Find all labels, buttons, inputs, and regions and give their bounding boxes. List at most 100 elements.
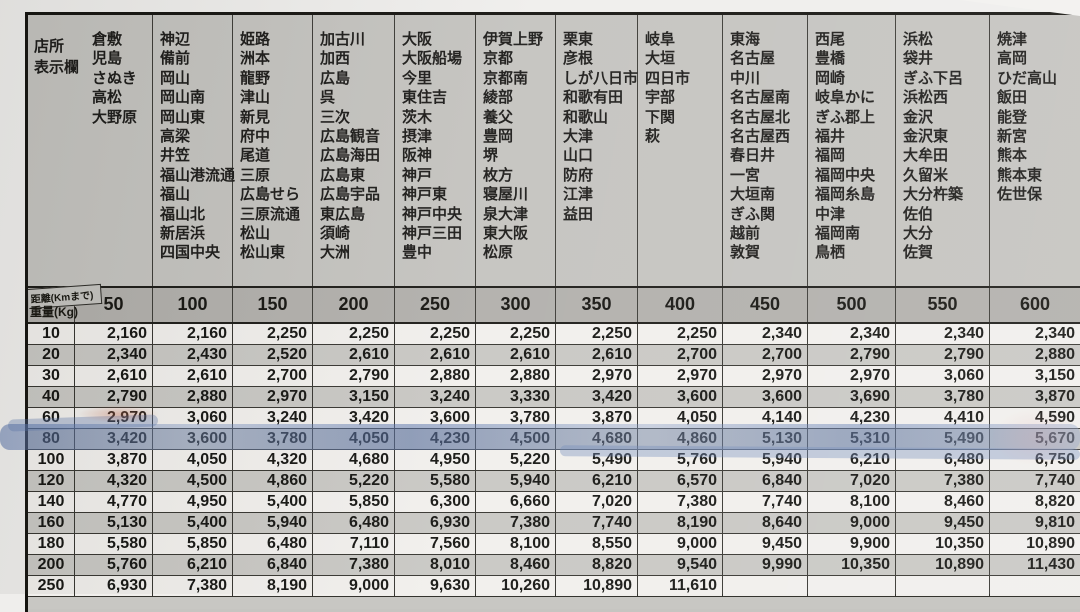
rate-cell: 2,250	[638, 324, 723, 344]
rate-cell: 2,880	[395, 366, 476, 386]
station-name: 福山北	[160, 205, 206, 223]
rate-cell: 5,490	[556, 450, 638, 470]
rate-cell: 5,130	[75, 513, 153, 533]
weight-cell: 140	[28, 492, 75, 512]
rate-cell: 9,810	[1034, 514, 1075, 531]
rate-cell: 3,420	[556, 387, 638, 407]
rate-cell: 2,160	[75, 324, 153, 344]
station-name: 神戸東	[402, 186, 448, 204]
rate-cell: 2,970	[808, 366, 896, 386]
rate-cell: 4,590	[1034, 409, 1075, 426]
rate-cell: 6,660	[476, 492, 556, 512]
clipped-next-row	[28, 597, 1080, 609]
station-list: 岐阜 大垣 四日市 宇部 下関萩	[645, 30, 722, 146]
rate-cell: 5,490	[896, 429, 990, 449]
zone-cell: 大阪 大阪船場 今里 東住吉 茨木 摂津 阪神 神戸 神戸東 神戸中央 神戸三田 豊中	[395, 15, 476, 286]
corner-header-cell: 距離(Kmまで) 重量(Kg)	[28, 283, 103, 322]
rate-cell: 7,380	[896, 471, 990, 491]
rate-cell: 5,580	[75, 534, 153, 554]
station-name: 高松	[92, 89, 123, 107]
zone-cell: 栗東 彦根 しが八日市 和歌有田 和歌山 大津 山口 防府 江津 益田	[556, 15, 638, 286]
station-name: 焼津	[997, 31, 1028, 48]
station-name: 飯田	[997, 89, 1028, 107]
station-name: 高岡	[997, 50, 1028, 68]
rate-cell: 9,900	[808, 534, 896, 554]
station-name: 広島	[320, 69, 351, 87]
rate-cell: 4,500	[153, 471, 233, 491]
rate-cell: 2,250	[313, 324, 395, 344]
station-name: 金沢東	[903, 128, 949, 146]
zone-cell: 浜松 袋井 ぎふ下呂 浜松西 金沢 金沢東 大牟田 久留米 大分杵築 佐伯 大分 佐賀	[896, 15, 990, 286]
station-name: 三次	[320, 108, 351, 126]
rate-cell: 6,210	[808, 450, 896, 470]
rate-cell: 9,450	[723, 534, 808, 554]
zone-cell: 西尾 豊橋 岡崎 岐阜かに ぎふ郡上 福井 福岡 福岡中央 福岡糸島 中津 福岡南 鳥栖	[808, 15, 896, 286]
rate-cell: 4,320	[75, 471, 153, 491]
station-name: 久留米	[903, 166, 949, 184]
rate-cell: 5,580	[395, 471, 476, 491]
rate-cell: 9,630	[395, 576, 476, 596]
rate-cell: 7,380	[638, 492, 723, 512]
rate-cell: 2,790	[75, 387, 153, 407]
zone-cell: 焼津 高岡 ひだ高山 飯田 能登 新宮 熊本 熊本東 佐世保	[990, 15, 1080, 286]
station-name: 福山	[160, 186, 191, 204]
distance-cell: 500	[808, 288, 896, 322]
station-name: 福山港流通	[160, 166, 236, 184]
rate-cell: 2,250	[233, 324, 313, 344]
distance-cell: 400	[638, 288, 723, 322]
rate-table: 店所 表示欄 倉敷 児島 さぬき 高松 大野原 神辺 備前 岡山 岡山南 岡山東 高梁 井笠 福山港流…	[25, 12, 1080, 612]
station-name: 和歌山	[563, 108, 609, 126]
rate-cell: 10,350	[896, 534, 990, 554]
rate-cell: 2,250	[556, 324, 638, 344]
station-name: 尾道	[240, 147, 271, 165]
station-name: 栗東	[563, 31, 594, 48]
rate-cell: 6,930	[75, 576, 153, 596]
station-name: 京都南	[483, 69, 529, 87]
rate-cell: 2,970	[638, 366, 723, 386]
rate-cell: 2,340	[896, 324, 990, 344]
rate-cell: 3,240	[233, 408, 313, 428]
distance-cell: 350	[556, 288, 638, 322]
station-name: 三原	[240, 166, 271, 184]
rate-cell: 2,700	[723, 345, 808, 365]
station-name: 大分杵築	[903, 186, 964, 204]
station-name: 東住吉	[402, 89, 448, 107]
rate-cell: 2,340	[808, 324, 896, 344]
rate-cell: 2,970	[556, 366, 638, 386]
rate-cell: 7,740	[723, 492, 808, 512]
rate-cell	[808, 576, 896, 596]
station-name: 岐阜かに	[815, 89, 876, 107]
rate-row: 180 5,580 5,850 6,480 7,110 7,560 8,100 8,550 9,…	[28, 534, 1080, 555]
rate-cell: 3,330	[476, 387, 556, 407]
station-name: 岡山東	[160, 108, 206, 126]
station-name: 彦根	[563, 50, 594, 68]
station-list: 西尾 豊橋 岡崎 岐阜かに ぎふ郡上 福井 福岡 福岡中央 福岡糸島 中津 福岡南 鳥栖	[815, 30, 895, 263]
rate-cell: 5,940	[723, 450, 808, 470]
station-list: 焼津 高岡 ひだ高山 飯田 能登 新宮 熊本 熊本東 佐世保	[997, 30, 1080, 205]
weight-cell: 10	[28, 324, 75, 344]
station-name: 中川	[730, 69, 761, 87]
station-name: 金沢	[903, 108, 934, 126]
rate-cell: 5,760	[75, 555, 153, 575]
rate-cell: 2,970	[75, 408, 153, 428]
rate-cell: 2,520	[233, 345, 313, 365]
station-name: 泉大津	[483, 205, 529, 223]
weight-cell: 60	[28, 408, 75, 428]
rate-cell: 2,790	[808, 345, 896, 365]
station-name: 三原流通	[240, 205, 301, 223]
rate-cell: 2,340	[723, 324, 808, 344]
station-name: 大津	[563, 128, 594, 146]
rate-rows-section: 10 2,160 2,160 2,250 2,250 2,250 2,250 2,250 2,2…	[28, 324, 1080, 597]
weight-cell: 160	[28, 513, 75, 533]
station-name: 綾部	[483, 89, 514, 107]
rate-cell: 3,240	[395, 387, 476, 407]
rate-cell: 3,780	[896, 387, 990, 407]
rate-cell: 5,220	[313, 471, 395, 491]
station-name: 宇部	[645, 89, 676, 107]
distance-cell: 100	[153, 288, 233, 322]
station-name: 大野原	[92, 108, 138, 126]
rate-cell: 9,000	[808, 513, 896, 533]
station-name: 松原	[483, 244, 514, 262]
rate-cell: 7,740	[1034, 472, 1075, 489]
rate-cell: 2,340	[75, 345, 153, 365]
